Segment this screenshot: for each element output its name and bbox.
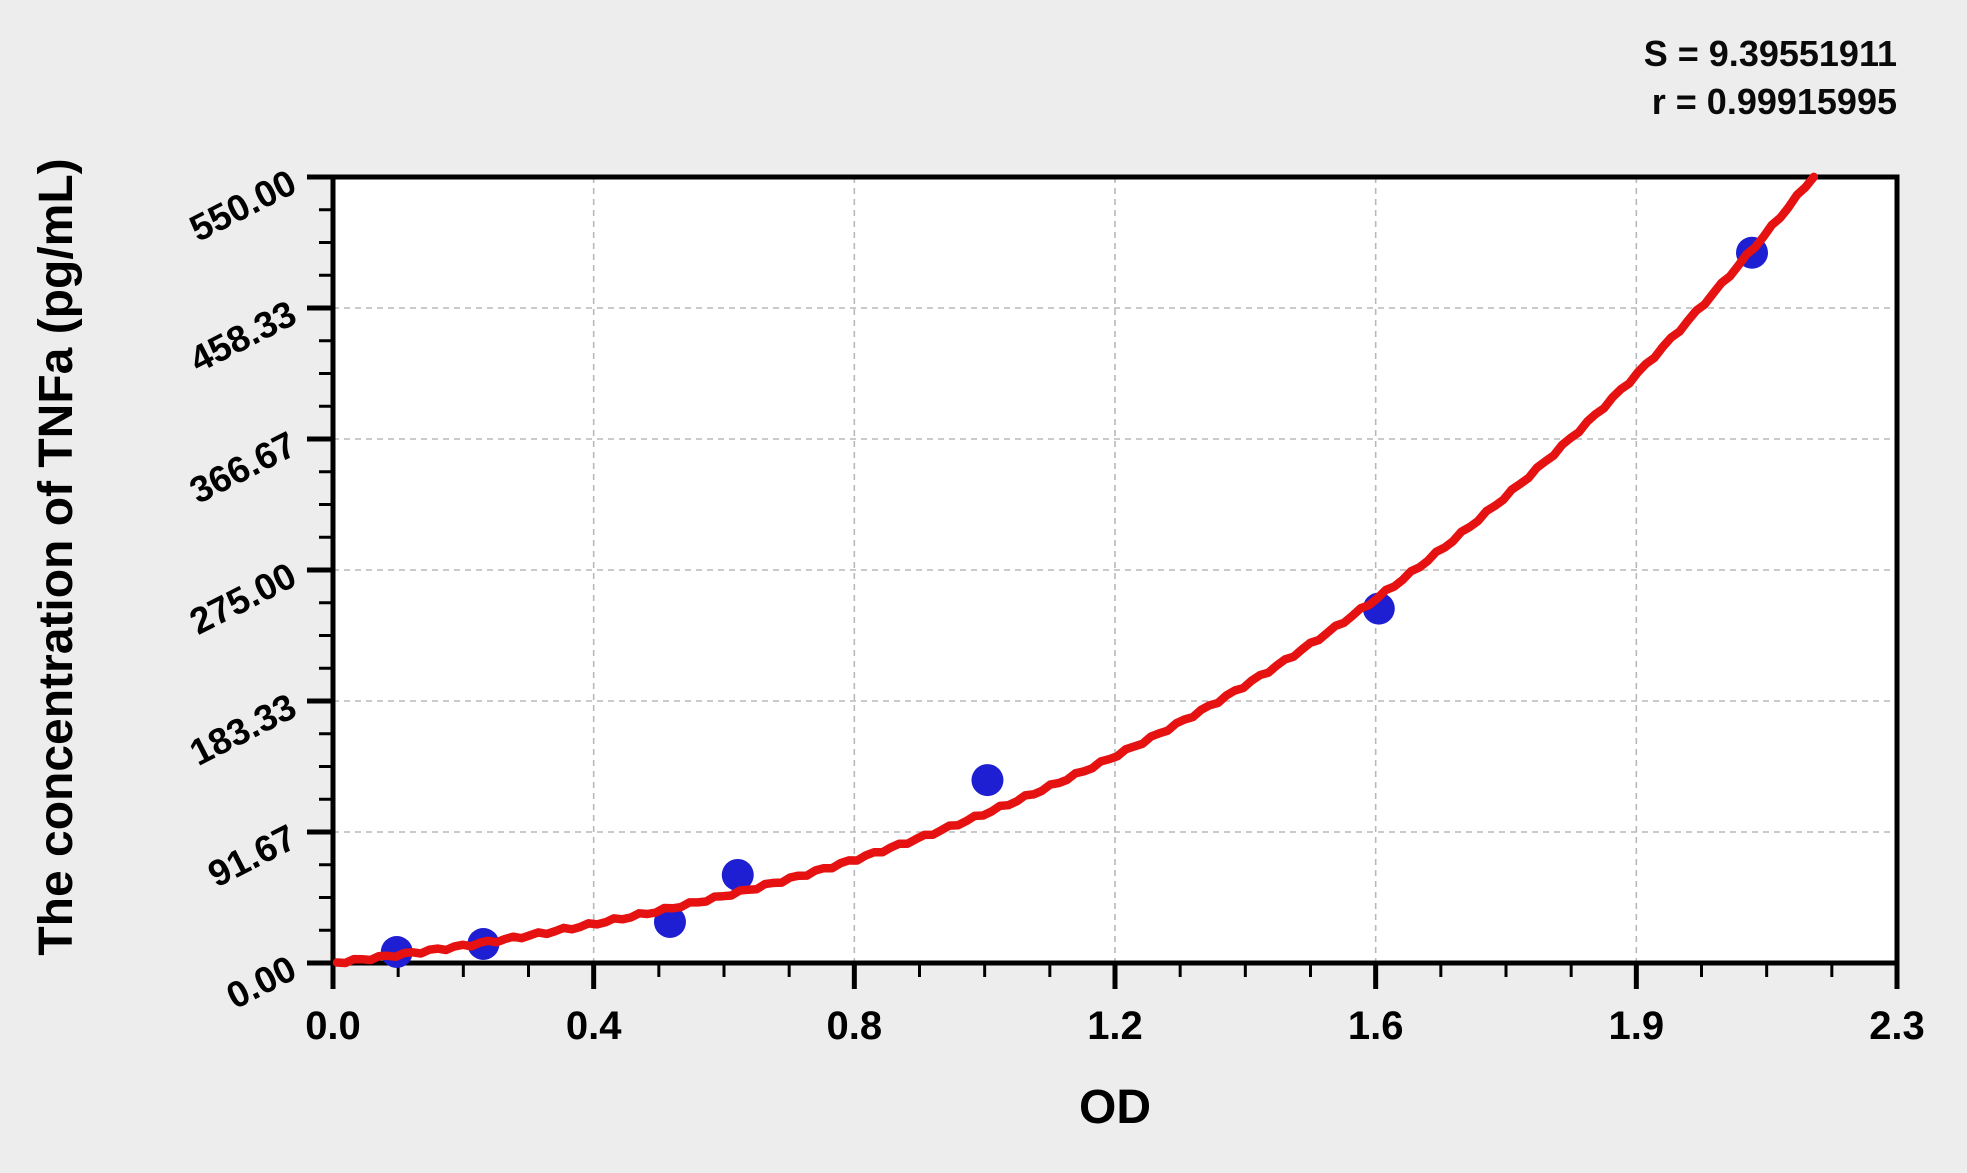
y-tick-label: 458.33 — [183, 293, 302, 381]
data-point — [971, 764, 1004, 797]
gridlines — [333, 177, 1897, 963]
data-point — [721, 858, 754, 891]
y-tick-label: 91.67 — [202, 817, 303, 896]
fit-statistics: S = 9.39551911 r = 0.99915995 — [1644, 30, 1897, 126]
fit-statistic-r: r = 0.99915995 — [1651, 81, 1897, 122]
y-tick-label: 550.00 — [183, 162, 302, 250]
y-tick-labels: 0.00 91.67 183.33 275.00 366.67 458.33 550.00 — [183, 162, 302, 1017]
plot-border — [330, 174, 1900, 966]
y-tick-label: 0.00 — [220, 948, 303, 1017]
fit-statistic-s: S = 9.39551911 — [1643, 33, 1897, 74]
fit-curve — [332, 172, 1819, 968]
x-tick-labels: 0.0 0.4 0.8 1.2 1.6 1.9 2.3 — [305, 1004, 1925, 1048]
x-tick-label: 1.6 — [1348, 1004, 1404, 1048]
x-tick-label: 2.3 — [1869, 1004, 1925, 1048]
x-tick-label: 0.0 — [305, 1004, 361, 1048]
y-tick-label: 183.33 — [183, 686, 302, 774]
x-axis-title: OD — [1079, 1081, 1151, 1134]
x-tick-label: 1.2 — [1087, 1004, 1143, 1048]
x-tick-label: 1.9 — [1609, 1004, 1665, 1048]
y-tick-label: 366.67 — [183, 424, 302, 512]
y-tick-label: 275.00 — [183, 555, 302, 643]
x-tick-label: 0.4 — [566, 1004, 622, 1048]
x-tick-label: 0.8 — [827, 1004, 883, 1048]
y-axis-title: The concentration of TNFa (pg/mL) — [30, 158, 83, 956]
